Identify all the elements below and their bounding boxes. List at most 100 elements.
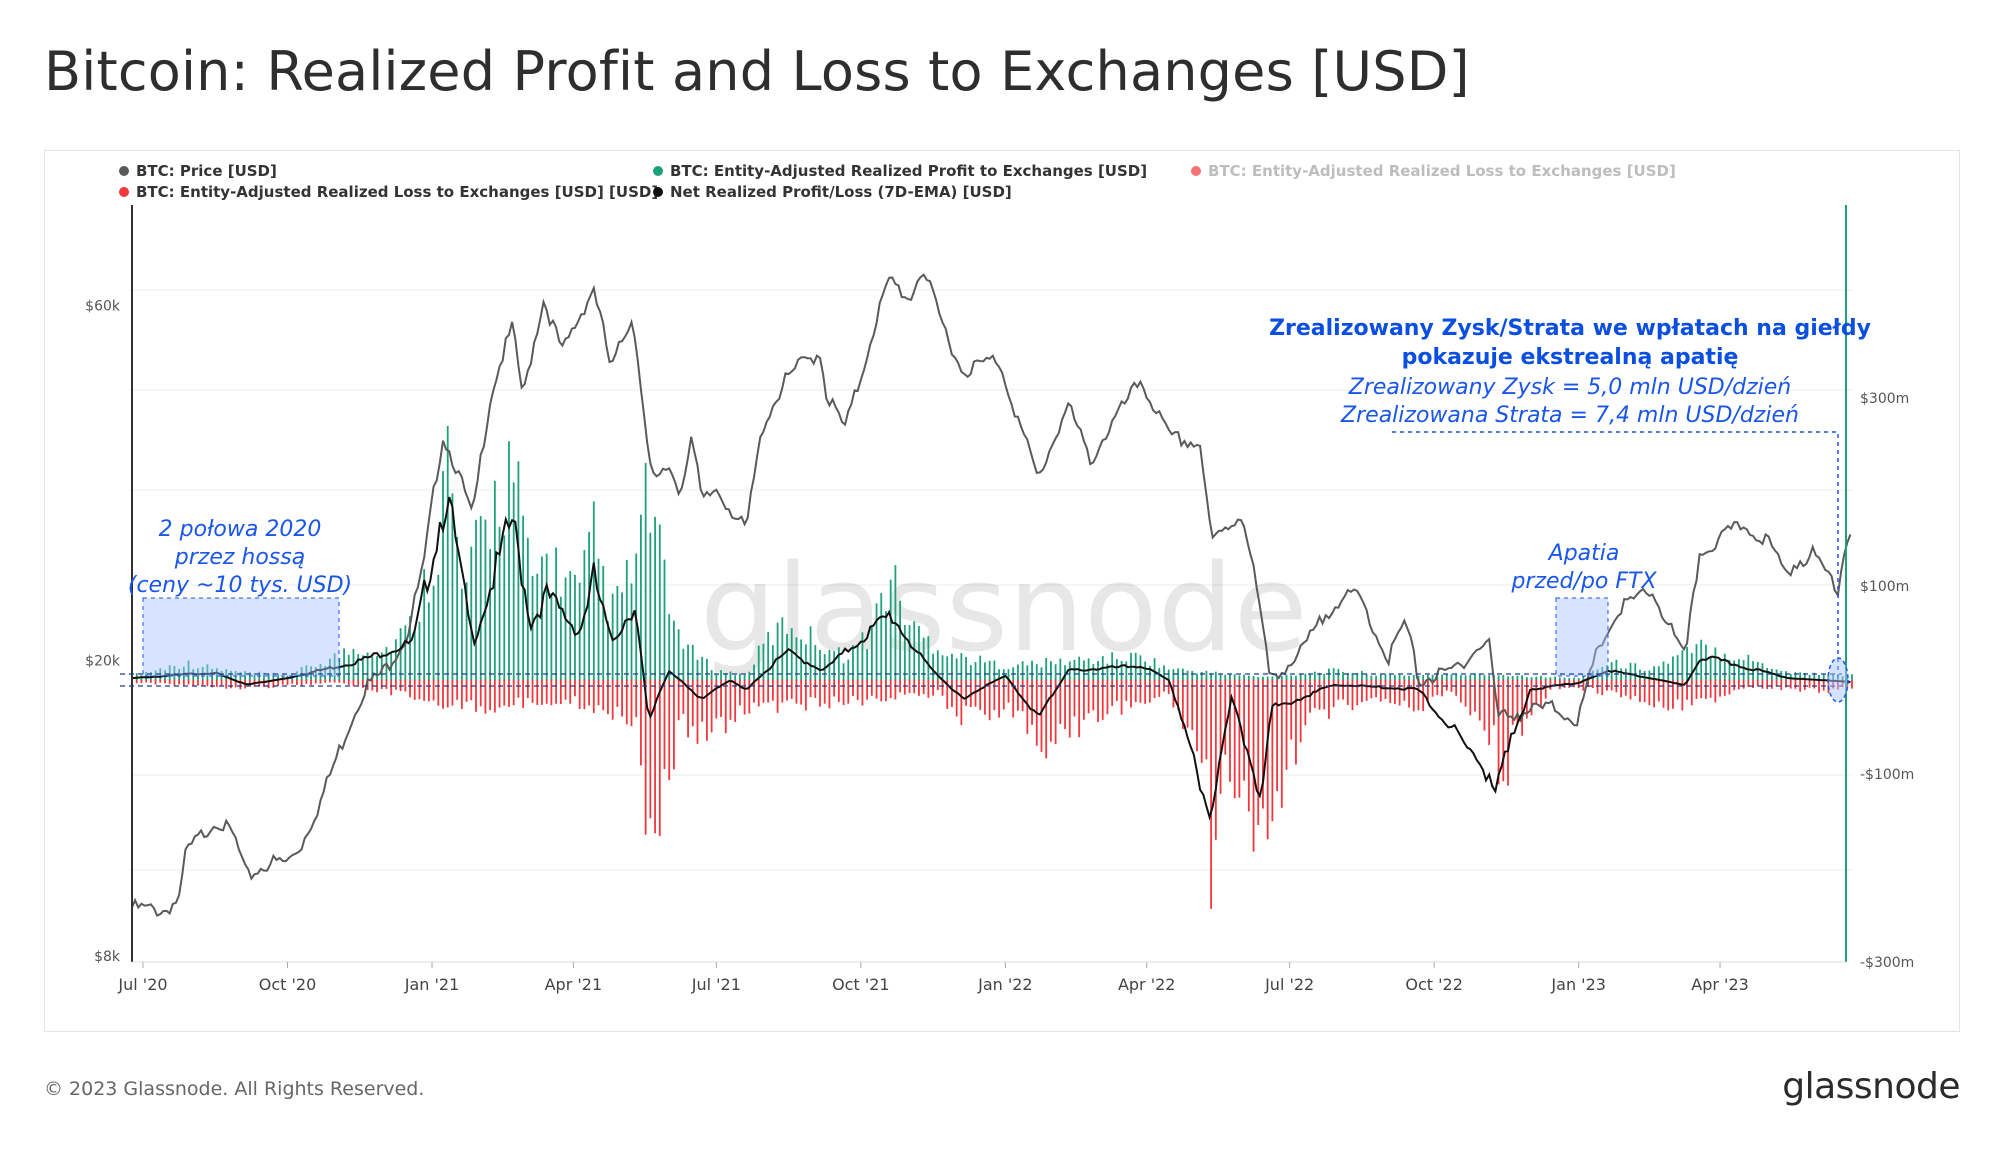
profit-bar: [1478, 674, 1481, 680]
x-tick-9: Oct '22: [1405, 975, 1463, 994]
loss-bar: [272, 680, 275, 688]
profit-bar: [437, 574, 440, 680]
profit-bar: [1733, 660, 1736, 680]
profit-bar: [1657, 666, 1660, 680]
x-tick-1: Oct '20: [259, 975, 317, 994]
profit-bar: [687, 644, 689, 680]
loss-bar: [1511, 680, 1514, 725]
loss-bar: [932, 680, 934, 696]
loss-bar: [1780, 680, 1783, 691]
profit-bar: [1851, 674, 1853, 680]
legend-label-2: BTC: Entity-Adjusted Realized Loss to Ex…: [1208, 162, 1676, 180]
loss-bar: [512, 680, 515, 706]
profit-bar: [1266, 676, 1269, 680]
profit-bar: [574, 574, 576, 680]
profit-bar: [1342, 672, 1344, 680]
loss-bar: [1794, 680, 1797, 689]
profit-bar: [1021, 661, 1024, 680]
loss-bar: [1398, 680, 1401, 706]
loss-bar: [1243, 680, 1246, 781]
profit-bar: [974, 661, 977, 680]
loss-bar: [1130, 680, 1132, 708]
profit-bar: [1681, 650, 1684, 680]
profit-bar: [951, 653, 953, 680]
profit-bar: [343, 648, 345, 680]
loss-bar: [1450, 680, 1453, 692]
profit-bar: [691, 644, 694, 680]
profit-bar: [1728, 659, 1731, 680]
x-tick-3: Apr '21: [545, 975, 603, 994]
loss-bar: [804, 680, 807, 711]
profit-bar: [432, 585, 435, 680]
loss-bar: [621, 680, 623, 717]
profit-bar: [1351, 672, 1354, 680]
profit-bar: [1384, 673, 1387, 680]
loss-bar: [880, 680, 883, 702]
profit-bar: [1144, 661, 1147, 680]
profit-bar: [503, 535, 506, 680]
loss-bar: [1445, 680, 1448, 691]
loss-bar: [1050, 680, 1052, 742]
profit-bar: [856, 644, 859, 680]
loss-bar: [352, 680, 355, 687]
profit-bar: [1629, 662, 1632, 680]
loss-bar: [814, 680, 817, 698]
loss-bar: [1766, 680, 1769, 689]
loss-bar: [442, 680, 444, 709]
loss-bar: [470, 680, 473, 701]
loss-bar: [1610, 680, 1613, 691]
profit-bar: [1808, 674, 1811, 680]
loss-bar: [536, 680, 539, 705]
legend-swatch-0: [119, 166, 129, 176]
legend-label-4: Net Realized Profit/Loss (7D-EMA) [USD]: [670, 183, 1012, 201]
profit-bar: [149, 671, 152, 680]
box-2020: [142, 597, 340, 677]
profit-bar: [1167, 669, 1170, 680]
profit-bar: [1620, 668, 1622, 680]
profit-bar: [263, 672, 265, 680]
profit-bar: [941, 655, 944, 680]
profit-bar: [1252, 675, 1255, 680]
profit-bar: [1035, 664, 1038, 680]
loss-bar: [390, 680, 393, 696]
profit-bar: [1125, 661, 1128, 680]
profit-bar: [1558, 677, 1561, 680]
loss-bar: [1770, 680, 1773, 689]
profit-bar: [508, 441, 510, 680]
loss-bar: [1742, 680, 1745, 689]
loss-bar: [1144, 680, 1147, 704]
loss-bar: [1789, 680, 1792, 689]
profit-bar: [409, 616, 411, 680]
profit-bar: [1540, 675, 1542, 680]
profit-bar: [1408, 675, 1410, 680]
axes-layer: $8k $20k $60k $300m $100m -$100m -$300m Jul '20…: [85, 205, 1914, 994]
legend: BTC: Price [USD] BTC: Entity-Adjusted Rea…: [119, 162, 1676, 201]
loss-bar: [1040, 680, 1043, 752]
loss-bar: [380, 680, 383, 689]
loss-bar: [366, 680, 369, 690]
loss-bar: [597, 680, 600, 706]
loss-bar: [1181, 680, 1184, 730]
loss-bar: [484, 680, 487, 714]
profit-bar: [1163, 665, 1165, 680]
profit-bar: [965, 656, 967, 680]
profit-bar: [423, 569, 426, 680]
profit-bar: [1667, 663, 1670, 680]
loss-bar: [1549, 680, 1552, 690]
x-tick-11: Apr '23: [1691, 975, 1749, 994]
loss-bar: [903, 680, 906, 695]
loss-bar: [701, 680, 704, 722]
profit-bar: [1497, 675, 1500, 680]
profit-bar: [1092, 664, 1095, 680]
loss-bar: [281, 680, 284, 685]
loss-bar: [1290, 680, 1293, 740]
loss-bar: [267, 680, 270, 689]
loss-bar: [300, 680, 303, 686]
loss-bar: [569, 680, 572, 704]
profit-bar: [1705, 644, 1707, 680]
loss-bar: [870, 680, 873, 696]
ann-ftx-line1: Apatia: [1547, 541, 1620, 566]
loss-bar: [456, 680, 459, 700]
profit-bar: [932, 653, 934, 680]
profit-bar: [564, 577, 567, 680]
